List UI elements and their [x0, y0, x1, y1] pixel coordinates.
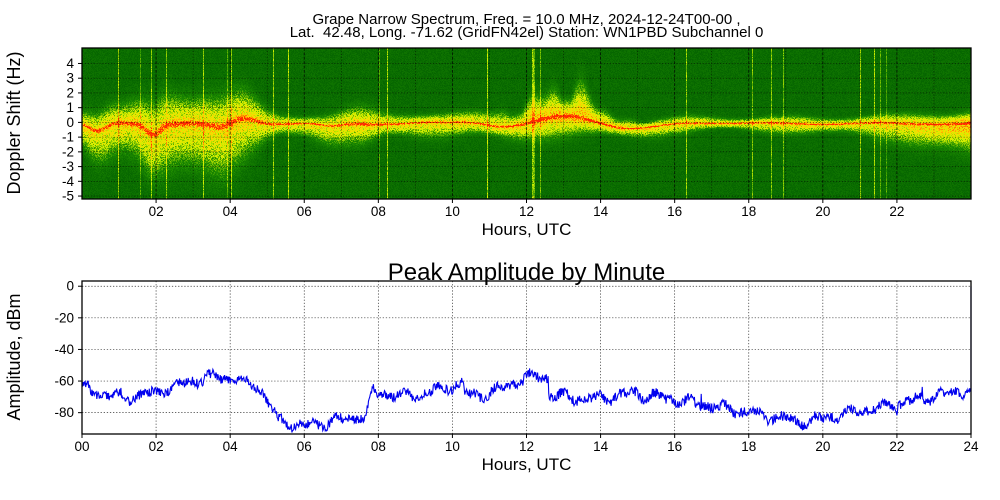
svg-text:24: 24: [963, 439, 979, 454]
svg-text:16: 16: [667, 204, 682, 219]
svg-text:2: 2: [66, 85, 74, 100]
svg-text:08: 08: [371, 204, 386, 219]
svg-text:1: 1: [66, 100, 74, 115]
svg-text:-3: -3: [62, 159, 74, 174]
svg-text:06: 06: [297, 439, 312, 454]
svg-text:00: 00: [74, 439, 89, 454]
svg-text:-40: -40: [54, 342, 74, 357]
svg-text:22: 22: [889, 204, 904, 219]
svg-text:-1: -1: [62, 130, 74, 145]
svg-text:-60: -60: [54, 374, 74, 389]
svg-text:02: 02: [149, 439, 164, 454]
svg-text:4: 4: [66, 56, 74, 71]
svg-text:22: 22: [889, 439, 904, 454]
svg-text:14: 14: [593, 439, 609, 454]
svg-text:04: 04: [223, 204, 239, 219]
svg-text:12: 12: [519, 204, 534, 219]
svg-text:20: 20: [815, 204, 830, 219]
svg-text:20: 20: [815, 439, 830, 454]
svg-text:3: 3: [66, 71, 74, 86]
svg-text:18: 18: [741, 204, 756, 219]
svg-text:0: 0: [66, 279, 74, 294]
svg-text:16: 16: [667, 439, 682, 454]
svg-text:06: 06: [297, 204, 312, 219]
svg-text:08: 08: [371, 439, 386, 454]
svg-text:14: 14: [593, 204, 609, 219]
svg-text:12: 12: [519, 439, 534, 454]
svg-text:-80: -80: [54, 405, 74, 420]
svg-text:-2: -2: [62, 144, 74, 159]
svg-text:02: 02: [149, 204, 164, 219]
svg-text:04: 04: [223, 439, 239, 454]
svg-text:18: 18: [741, 439, 756, 454]
svg-text:-20: -20: [54, 310, 74, 325]
svg-text:10: 10: [445, 439, 460, 454]
svg-text:-4: -4: [62, 174, 74, 189]
svg-text:0: 0: [66, 115, 74, 130]
svg-text:10: 10: [445, 204, 460, 219]
svg-text:-5: -5: [62, 189, 74, 204]
